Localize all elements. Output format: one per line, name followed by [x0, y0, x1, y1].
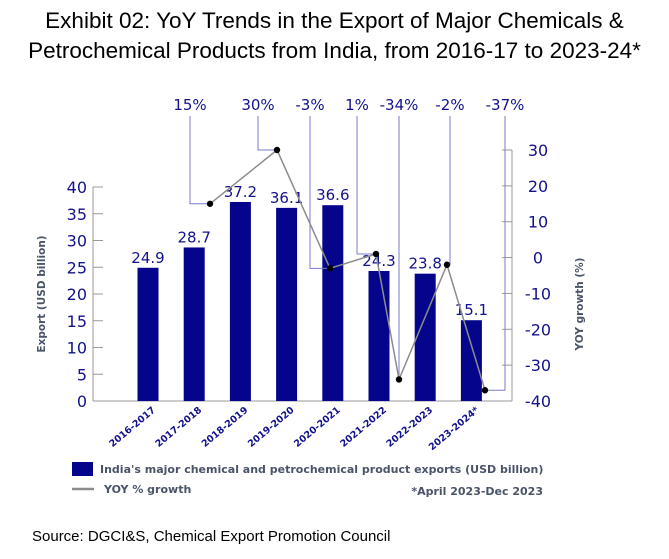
- source-note: Source: DGCI&S, Chemical Export Promotio…: [32, 528, 391, 545]
- bar-data-label: 24.9: [131, 249, 164, 267]
- bar: [183, 247, 205, 401]
- bar-data-label: 23.8: [408, 255, 441, 273]
- y-tick-label: 20: [67, 285, 87, 304]
- bar-data-label: 24.3: [362, 252, 395, 270]
- y2-tick-label: 0: [533, 249, 543, 268]
- y2-tick-label: 10: [528, 213, 548, 232]
- growth-point: [273, 146, 281, 154]
- bar-data-label: 36.6: [316, 186, 349, 204]
- footnote: *April 2023-Dec 2023: [411, 485, 543, 498]
- line-data-label: 30%: [241, 96, 274, 114]
- y-tick-label: 40: [67, 178, 87, 197]
- line-data-label: -34%: [380, 96, 419, 114]
- bar-data-label: 36.1: [270, 189, 303, 207]
- growth-point: [372, 250, 380, 258]
- legend-line-label: YOY % growth: [103, 483, 191, 496]
- y2-tick-label: -40: [525, 392, 551, 411]
- x-tick-label: 2016-2017: [107, 405, 158, 450]
- data-label-leader: [189, 116, 210, 205]
- x-tick-label: 2020-2021: [292, 405, 343, 450]
- y2-tick-label: -20: [525, 320, 551, 339]
- y-tick-label: 35: [67, 205, 87, 224]
- y-tick-label: 5: [77, 365, 87, 384]
- y2-tick-label: -10: [525, 284, 551, 303]
- data-label-leader: [309, 116, 330, 269]
- line-data-label: 1%: [345, 96, 369, 114]
- growth-point: [395, 376, 403, 383]
- y2-tick-label: -30: [525, 356, 551, 375]
- title-line-1: Exhibit 02: YoY Trends in the Export of …: [45, 8, 624, 33]
- bar: [368, 270, 390, 401]
- line-data-label: 15%: [173, 96, 206, 114]
- y2-tick-label: 30: [528, 141, 548, 160]
- bar: [460, 320, 482, 401]
- bar: [414, 273, 436, 401]
- title-line-2: Petrochemical Products from India, from …: [28, 38, 641, 63]
- line-data-label: -2%: [435, 96, 464, 114]
- y2-axis-label: YOY growth (%): [574, 258, 586, 352]
- data-label-leader: [356, 116, 376, 255]
- bar-data-label: 37.2: [224, 183, 257, 201]
- data-label-leader: [447, 116, 451, 266]
- y-tick-label: 15: [67, 312, 87, 331]
- x-tick-label: 2021-2022: [338, 405, 389, 450]
- growth-point: [481, 387, 489, 394]
- y-tick-label: 25: [67, 258, 87, 277]
- y-axis-label: Export (USD billion): [36, 235, 48, 352]
- y-tick-label: 30: [67, 232, 87, 251]
- growth-point: [326, 265, 334, 272]
- bar-data-label: 28.7: [177, 228, 210, 246]
- bar: [322, 205, 344, 401]
- bar: [137, 267, 159, 401]
- growth-point: [206, 200, 214, 207]
- legend-bar-swatch: [72, 462, 93, 476]
- legend-bar-label: India's major chemical and petrochemical…: [100, 463, 543, 476]
- bar: [276, 207, 298, 401]
- line-data-label: -37%: [486, 96, 525, 114]
- x-tick-label: 2018-2019: [200, 405, 251, 450]
- bar: [229, 201, 251, 401]
- y-tick-label: 0: [77, 392, 87, 411]
- data-label-leader: [257, 116, 277, 151]
- data-label-leader: [485, 116, 506, 391]
- growth-point: [443, 261, 451, 268]
- x-tick-label: 2017-2018: [154, 405, 205, 450]
- x-tick-label: 2019-2020: [246, 405, 297, 450]
- chart-title: Exhibit 02: YoY Trends in the Export of …: [0, 6, 669, 66]
- bar-data-label: 15.1: [455, 301, 488, 319]
- y2-tick-label: 20: [528, 177, 548, 196]
- chart: 0 5 10 15 20 25 30 35 40 -40 -30 -20 -10 0 10 20 30 Expor…: [36, 96, 586, 498]
- x-tick-label: 2023-2024*: [427, 405, 481, 453]
- line-data-label: -3%: [295, 96, 324, 114]
- y-tick-label: 10: [67, 339, 87, 358]
